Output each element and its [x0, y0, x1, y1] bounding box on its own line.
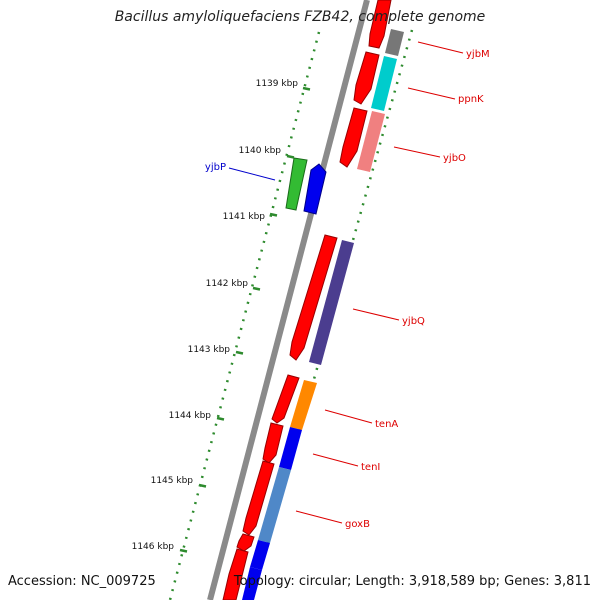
gene-block[interactable] [250, 540, 270, 570]
accession-label: Accession: NC_009725 [8, 574, 156, 589]
gene-labels: yjbM ppnK yjbO yjbP yjbQ tenA tenI goxB [205, 41, 490, 530]
gene-label-yjbM[interactable]: yjbM [466, 49, 490, 60]
kbp-tick [179, 548, 188, 553]
cds-arrow[interactable] [353, 51, 380, 105]
gene-leader-line [312, 453, 359, 467]
gene-block[interactable] [242, 567, 262, 600]
gene-block-tenA[interactable] [290, 380, 317, 430]
gene-label-yjbO[interactable]: yjbO [443, 153, 466, 164]
kbp-label: 1146 kbp [132, 542, 175, 552]
kbp-tick [286, 154, 295, 159]
gene-block-ppnK[interactable] [371, 56, 397, 111]
cds-arrow[interactable] [236, 533, 255, 552]
gene-leader-line [228, 167, 276, 181]
gene-label-ppnK[interactable]: ppnK [458, 94, 484, 105]
topology-label: Topology: circular; Length: 3,918,589 bp… [233, 574, 591, 589]
gene-block-goxB[interactable] [258, 467, 291, 543]
gene-leader-line [352, 308, 400, 321]
kbp-tick [235, 350, 244, 355]
kbp-tick [198, 483, 207, 488]
gene-arrow-yjbP[interactable] [285, 157, 308, 211]
gene-label-goxB[interactable]: goxB [345, 519, 370, 530]
gene-block-yjbM[interactable] [385, 29, 404, 56]
cds-arrow[interactable] [339, 107, 368, 168]
gene-label-yjbP[interactable]: yjbP [205, 162, 226, 173]
kbp-label: 1144 kbp [169, 411, 212, 421]
kbp-tick [302, 86, 311, 91]
kbp-tick [269, 212, 278, 217]
kbp-label: 1139 kbp [256, 79, 299, 89]
cds-arrow[interactable] [289, 234, 338, 361]
kbp-label: 1141 kbp [223, 212, 266, 222]
kbp-label: 1140 kbp [239, 146, 282, 156]
cds-arrow[interactable] [242, 460, 275, 536]
kbp-ruler: 1139 kbp 1140 kbp 1141 kbp 1142 kbp 1143 kbp… [132, 79, 311, 553]
gene-arrow-reverse[interactable] [303, 163, 327, 215]
gene-leader-line [324, 409, 373, 424]
gene-block-tenI[interactable] [279, 427, 302, 470]
map-title: Bacillus amyloliquefaciens FZB42, comple… [114, 9, 486, 25]
gene-label-tenI[interactable]: tenI [361, 462, 380, 473]
gene-leader-line [393, 146, 441, 158]
cds-arrow[interactable] [271, 374, 300, 424]
gene-leader-line [407, 87, 456, 100]
gene-label-yjbQ[interactable]: yjbQ [402, 316, 425, 327]
kbp-label: 1145 kbp [151, 476, 194, 486]
gene-leader-line [295, 510, 343, 524]
inner-tick-track [168, 31, 321, 600]
kbp-label: 1142 kbp [206, 279, 249, 289]
gene-label-tenA[interactable]: tenA [375, 419, 398, 430]
gene-block-yjbQ[interactable] [309, 240, 354, 365]
kbp-label: 1143 kbp [188, 345, 231, 355]
cds-arrow[interactable] [222, 548, 249, 600]
genome-backbone [207, 0, 370, 600]
gene-block-yjbO[interactable] [357, 111, 385, 172]
cds-arrow[interactable] [262, 422, 284, 464]
cog-track [242, 29, 404, 600]
gene-leader-line [417, 41, 464, 54]
kbp-tick [216, 416, 225, 421]
kbp-tick [252, 286, 261, 291]
reverse-track [285, 157, 327, 215]
cds-track [222, 0, 392, 600]
cds-arrow[interactable] [368, 0, 392, 49]
